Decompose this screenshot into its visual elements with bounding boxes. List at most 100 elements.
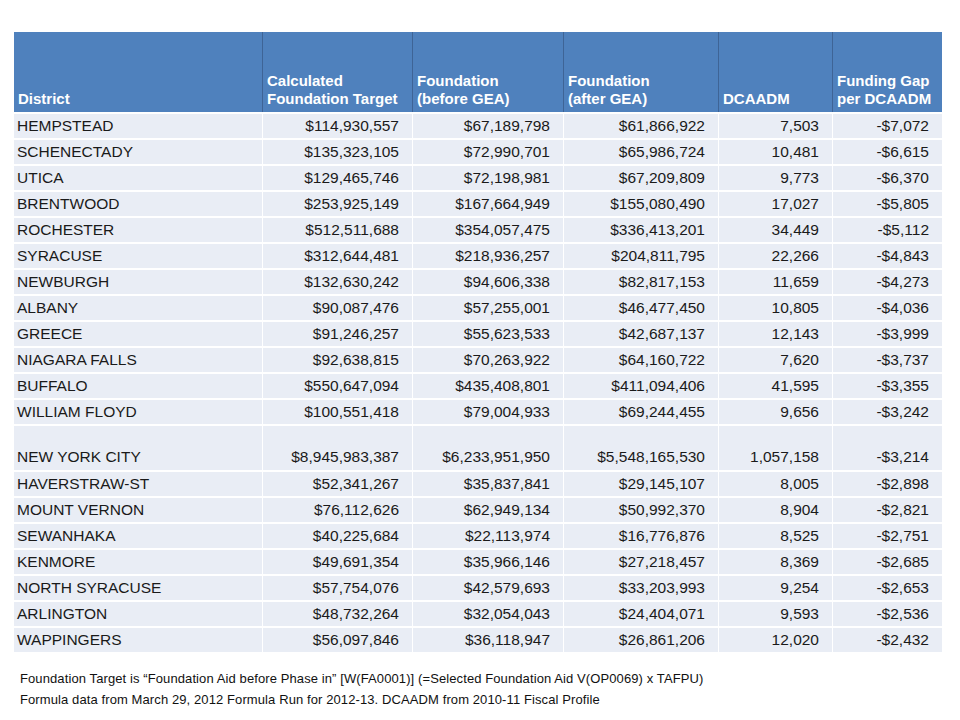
cell-funding-gap-per-dcaadm: -$2,751 (832, 522, 942, 548)
cell-funding-gap-per-dcaadm: -$4,843 (832, 242, 942, 268)
cell-district: BRENTWOOD (14, 190, 262, 216)
cell-funding-gap-per-dcaadm: -$3,355 (832, 372, 942, 398)
cell-foundation-before-gea: $6,233,951,950 (412, 424, 563, 470)
table-row: WILLIAM FLOYD$100,551,418$79,004,933$69,… (14, 398, 942, 424)
cell-funding-gap-per-dcaadm: -$2,653 (832, 574, 942, 600)
cell-foundation-before-gea: $32,054,043 (412, 600, 563, 626)
cell-dcaadm: 12,020 (718, 626, 832, 652)
table-row: WAPPINGERS$56,097,846$36,118,947$26,861,… (14, 626, 942, 652)
cell-foundation-after-gea: $26,861,206 (563, 626, 718, 652)
cell-calculated-foundation-target: $129,465,746 (262, 164, 412, 190)
footnote-line-1: Foundation Target is “Foundation Aid bef… (20, 668, 940, 689)
cell-foundation-before-gea: $22,113,974 (412, 522, 563, 548)
cell-calculated-foundation-target: $312,644,481 (262, 242, 412, 268)
cell-calculated-foundation-target: $90,087,476 (262, 294, 412, 320)
cell-calculated-foundation-target: $253,925,149 (262, 190, 412, 216)
cell-funding-gap-per-dcaadm: -$5,112 (832, 216, 942, 242)
cell-calculated-foundation-target: $132,630,242 (262, 268, 412, 294)
cell-foundation-after-gea: $46,477,450 (563, 294, 718, 320)
cell-dcaadm: 9,656 (718, 398, 832, 424)
cell-foundation-before-gea: $70,263,922 (412, 346, 563, 372)
cell-foundation-before-gea: $218,936,257 (412, 242, 563, 268)
cell-district: ROCHESTER (14, 216, 262, 242)
cell-foundation-after-gea: $50,992,370 (563, 496, 718, 522)
cell-foundation-after-gea: $27,218,457 (563, 548, 718, 574)
cell-dcaadm: 10,481 (718, 138, 832, 164)
cell-calculated-foundation-target: $40,225,684 (262, 522, 412, 548)
cell-foundation-after-gea: $5,548,165,530 (563, 424, 718, 470)
cell-district: HEMPSTEAD (14, 112, 262, 138)
cell-dcaadm: 7,620 (718, 346, 832, 372)
cell-district: KENMORE (14, 548, 262, 574)
cell-foundation-after-gea: $336,413,201 (563, 216, 718, 242)
cell-dcaadm: 9,773 (718, 164, 832, 190)
cell-dcaadm: 7,503 (718, 112, 832, 138)
cell-funding-gap-per-dcaadm: -$2,536 (832, 600, 942, 626)
district-funding-table: DistrictCalculated Foundation TargetFoun… (14, 32, 942, 652)
column-header-foundation-after-gea: Foundation (after GEA) (563, 32, 718, 112)
cell-calculated-foundation-target: $550,647,094 (262, 372, 412, 398)
cell-district: SYRACUSE (14, 242, 262, 268)
cell-calculated-foundation-target: $48,732,264 (262, 600, 412, 626)
cell-district: BUFFALO (14, 372, 262, 398)
table-row: HEMPSTEAD$114,930,557$67,189,798$61,866,… (14, 112, 942, 138)
cell-foundation-before-gea: $94,606,338 (412, 268, 563, 294)
cell-foundation-before-gea: $167,664,949 (412, 190, 563, 216)
table-row: ROCHESTER$512,511,688$354,057,475$336,41… (14, 216, 942, 242)
cell-district: SEWANHAKA (14, 522, 262, 548)
cell-foundation-after-gea: $24,404,071 (563, 600, 718, 626)
table-row: KENMORE$49,691,354$35,966,146$27,218,457… (14, 548, 942, 574)
table-row: NORTH SYRACUSE$57,754,076$42,579,693$33,… (14, 574, 942, 600)
cell-district: ALBANY (14, 294, 262, 320)
cell-foundation-before-gea: $42,579,693 (412, 574, 563, 600)
table-row: SCHENECTADY$135,323,105$72,990,701$65,98… (14, 138, 942, 164)
cell-calculated-foundation-target: $56,097,846 (262, 626, 412, 652)
cell-dcaadm: 9,593 (718, 600, 832, 626)
cell-foundation-before-gea: $79,004,933 (412, 398, 563, 424)
cell-funding-gap-per-dcaadm: -$3,214 (832, 424, 942, 470)
cell-foundation-after-gea: $65,986,724 (563, 138, 718, 164)
column-header-district: District (14, 32, 262, 112)
cell-funding-gap-per-dcaadm: -$2,685 (832, 548, 942, 574)
cell-district: WILLIAM FLOYD (14, 398, 262, 424)
cell-district: SCHENECTADY (14, 138, 262, 164)
cell-funding-gap-per-dcaadm: -$4,036 (832, 294, 942, 320)
cell-funding-gap-per-dcaadm: -$4,273 (832, 268, 942, 294)
cell-dcaadm: 22,266 (718, 242, 832, 268)
cell-dcaadm: 8,369 (718, 548, 832, 574)
column-header-foundation-before-gea: Foundation (before GEA) (412, 32, 563, 112)
cell-calculated-foundation-target: $100,551,418 (262, 398, 412, 424)
cell-funding-gap-per-dcaadm: -$6,615 (832, 138, 942, 164)
cell-funding-gap-per-dcaadm: -$2,432 (832, 626, 942, 652)
cell-dcaadm: 17,027 (718, 190, 832, 216)
cell-dcaadm: 10,805 (718, 294, 832, 320)
cell-dcaadm: 9,254 (718, 574, 832, 600)
cell-foundation-after-gea: $16,776,876 (563, 522, 718, 548)
cell-foundation-before-gea: $72,990,701 (412, 138, 563, 164)
footnote-line-2: Formula data from March 29, 2012 Formula… (20, 689, 940, 710)
cell-funding-gap-per-dcaadm: -$5,805 (832, 190, 942, 216)
cell-dcaadm: 41,595 (718, 372, 832, 398)
cell-district: NEW YORK CITY (14, 424, 262, 470)
cell-district: NIAGARA FALLS (14, 346, 262, 372)
cell-funding-gap-per-dcaadm: -$6,370 (832, 164, 942, 190)
cell-funding-gap-per-dcaadm: -$7,072 (832, 112, 942, 138)
table-row: BRENTWOOD$253,925,149$167,664,949$155,08… (14, 190, 942, 216)
table-row: SEWANHAKA$40,225,684$22,113,974$16,776,8… (14, 522, 942, 548)
cell-foundation-after-gea: $29,145,107 (563, 470, 718, 496)
table-row: NEWBURGH$132,630,242$94,606,338$82,817,1… (14, 268, 942, 294)
cell-foundation-after-gea: $411,094,406 (563, 372, 718, 398)
cell-district: NEWBURGH (14, 268, 262, 294)
column-header-dcaadm: DCAADM (718, 32, 832, 112)
cell-funding-gap-per-dcaadm: -$2,898 (832, 470, 942, 496)
cell-district: NORTH SYRACUSE (14, 574, 262, 600)
cell-foundation-before-gea: $435,408,801 (412, 372, 563, 398)
cell-calculated-foundation-target: $92,638,815 (262, 346, 412, 372)
footnotes: Foundation Target is “Foundation Aid bef… (20, 668, 940, 711)
cell-foundation-after-gea: $67,209,809 (563, 164, 718, 190)
cell-foundation-after-gea: $64,160,722 (563, 346, 718, 372)
cell-calculated-foundation-target: $8,945,983,387 (262, 424, 412, 470)
cell-calculated-foundation-target: $512,511,688 (262, 216, 412, 242)
column-header-funding-gap-per-dcaadm: Funding Gap per DCAADM (832, 32, 942, 112)
cell-dcaadm: 11,659 (718, 268, 832, 294)
